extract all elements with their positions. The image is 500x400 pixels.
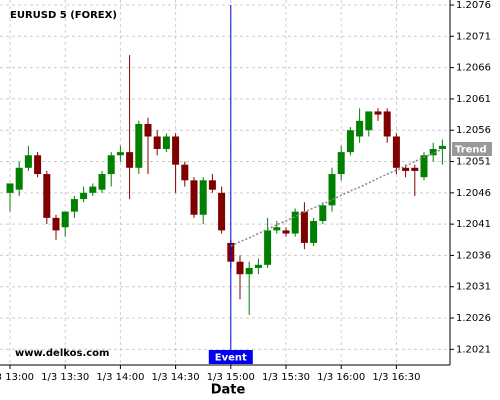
- trend-label-box: [452, 142, 492, 157]
- candle-body: [328, 174, 336, 206]
- candle-body: [374, 111, 382, 115]
- y-tick-label: 1.2026: [456, 313, 491, 324]
- x-tick-label: 1/3 15:00: [207, 372, 255, 383]
- candle-body: [319, 205, 327, 222]
- candle-body: [52, 217, 60, 231]
- x-tick-label: 1/3 14:00: [96, 372, 144, 383]
- candle-body: [291, 211, 299, 234]
- candle-body: [218, 192, 226, 231]
- y-tick-label: 1.2041: [456, 219, 491, 230]
- candle-body: [208, 180, 216, 190]
- candle-body: [190, 180, 198, 215]
- candle-body: [438, 145, 446, 150]
- candle-body: [420, 155, 428, 178]
- candle-body: [15, 167, 23, 190]
- candle-body: [310, 221, 318, 243]
- x-tick-label: 1/3 16:00: [317, 372, 365, 383]
- candle-body: [264, 230, 272, 265]
- candle-body: [172, 136, 180, 165]
- candle-body: [43, 174, 51, 218]
- watermark: www.delkos.com: [15, 348, 109, 359]
- candle-body: [402, 167, 410, 171]
- candle-body: [116, 152, 124, 156]
- candle-body: [392, 136, 400, 168]
- y-tick-label: 1.2046: [456, 188, 491, 199]
- candle-body: [337, 152, 345, 175]
- y-tick-label: 1.2036: [456, 250, 491, 261]
- candle-body: [282, 230, 290, 234]
- x-tick-label: 1/3 13:00: [0, 372, 34, 383]
- candle-body: [236, 261, 244, 275]
- candle-body: [98, 174, 106, 190]
- candle-body: [199, 180, 207, 215]
- candle-body: [89, 186, 97, 193]
- y-tick-label: 1.2061: [456, 94, 491, 105]
- y-tick-label: 1.2051: [456, 157, 491, 168]
- y-tick-label: 1.2076: [456, 0, 491, 11]
- x-axis-title: Date: [211, 383, 246, 398]
- candle-body: [383, 111, 391, 137]
- candle-body: [181, 164, 189, 181]
- x-tick-label: 1/3 16:30: [372, 372, 420, 383]
- candle-body: [24, 155, 32, 168]
- candle-body: [273, 227, 281, 231]
- candle-body: [135, 123, 143, 168]
- candle-body: [365, 111, 373, 131]
- event-label-box: [208, 350, 253, 364]
- plot-area: [0, 0, 450, 365]
- candle-body: [356, 120, 364, 137]
- candle-body: [300, 211, 308, 243]
- candle-body: [162, 136, 170, 150]
- chart-title: EURUSD 5 (FOREX): [10, 10, 117, 21]
- candle-body: [126, 152, 134, 168]
- trend-label: Trend: [455, 145, 487, 156]
- y-tick-label: 1.2031: [456, 282, 491, 293]
- x-tick-label: 1/3 14:30: [152, 372, 200, 383]
- candle-body: [70, 199, 78, 212]
- candle-body: [346, 130, 354, 153]
- candle-body: [245, 267, 253, 275]
- candle-body: [144, 123, 152, 137]
- event-label: Event: [215, 353, 247, 364]
- candle-body: [254, 264, 262, 268]
- x-tick-label: 1/3 15:30: [262, 372, 310, 383]
- y-tick-label: 1.2056: [456, 125, 491, 136]
- candle-body: [153, 136, 161, 150]
- candle-body: [107, 155, 115, 175]
- y-tick-label: 1.2066: [456, 63, 491, 74]
- candle-body: [411, 167, 419, 171]
- candle-body: [61, 211, 69, 228]
- y-tick-label: 1.2021: [456, 344, 491, 355]
- candle-body: [429, 149, 437, 156]
- trend-line: [230, 148, 443, 247]
- y-tick-label: 1.2071: [456, 31, 491, 42]
- x-tick-label: 1/3 13:30: [41, 372, 89, 383]
- candle-body: [80, 192, 88, 200]
- candle-body: [6, 183, 14, 193]
- candle-body: [34, 155, 42, 175]
